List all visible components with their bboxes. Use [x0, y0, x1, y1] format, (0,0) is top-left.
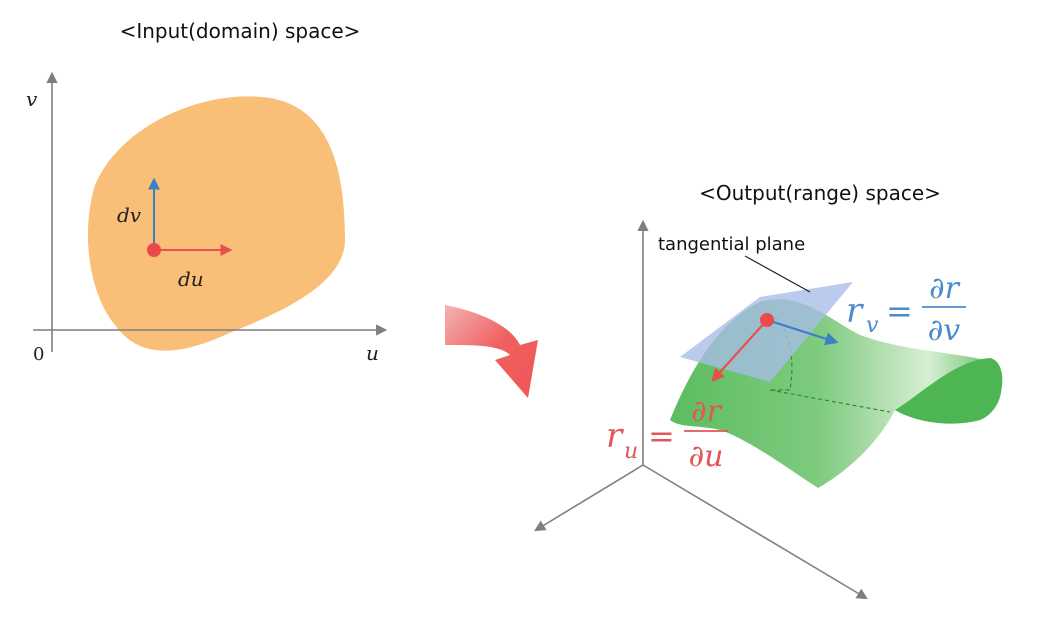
x-axis — [534, 464, 644, 532]
origin-label: 0 — [33, 344, 44, 365]
tangent-plane — [680, 282, 853, 382]
output-space-title: <Output(range) space> — [699, 181, 941, 205]
surface-edge — [895, 358, 1003, 424]
domain-point — [147, 243, 161, 257]
ru-equals: = — [648, 417, 675, 455]
ru-vector — [711, 319, 768, 382]
rv-equals: = — [886, 292, 913, 330]
rv-denominator: ∂v — [928, 313, 961, 348]
v-axis-label: v — [26, 87, 38, 111]
ru-formula: r u = ∂r ∂u — [606, 394, 728, 474]
rv-formula: r v = ∂r ∂v — [846, 271, 966, 348]
ru-subscript: u — [624, 439, 638, 464]
dv-label: dv — [117, 203, 142, 227]
input-space-title: <Input(domain) space> — [120, 19, 361, 43]
tangent-plane-leader — [744, 255, 811, 293]
rv-subscript: v — [866, 313, 879, 338]
surface-dashed-line-2 — [769, 389, 891, 413]
rv-vector — [766, 318, 839, 346]
du-label: du — [178, 267, 204, 291]
surface-point — [760, 313, 774, 327]
domain-region — [87, 96, 345, 351]
y-axis — [642, 464, 868, 600]
ru-denominator: ∂u — [689, 439, 724, 474]
mapping-arrow — [445, 305, 538, 398]
tangent-plane-label: tangential plane — [658, 234, 805, 255]
ru-numerator: ∂r — [691, 394, 723, 429]
rv-lhs: r — [846, 291, 864, 331]
rv-numerator: ∂r — [929, 271, 961, 306]
ru-lhs: r — [606, 416, 624, 456]
u-axis-label: u — [366, 341, 379, 365]
